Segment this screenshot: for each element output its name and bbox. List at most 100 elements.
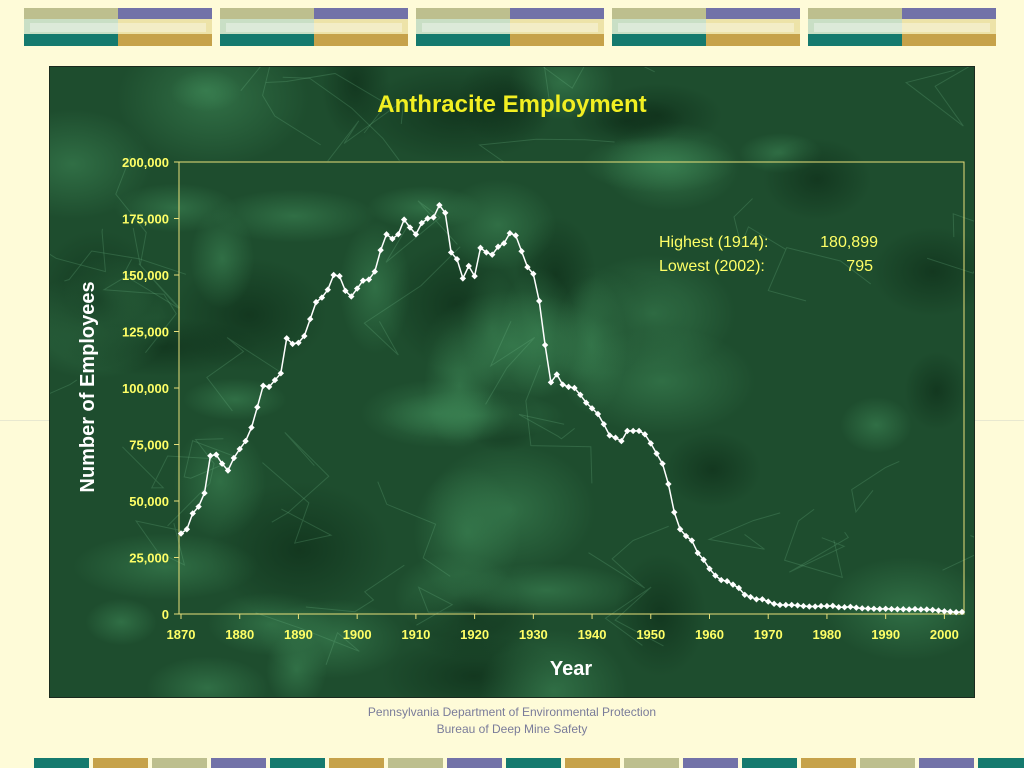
x-tick-label: 1950: [636, 627, 665, 642]
data-point: [935, 607, 942, 614]
data-point: [265, 383, 273, 391]
data-point: [254, 404, 261, 411]
data-point: [365, 276, 373, 283]
data-point: [888, 605, 895, 613]
data-point: [676, 526, 684, 533]
data-point: [588, 405, 596, 412]
data-point: [905, 606, 913, 613]
top-banner-2: [220, 8, 408, 46]
data-point: [900, 606, 907, 613]
data-point: [847, 603, 854, 610]
data-point: [841, 604, 848, 611]
data-point: [494, 243, 502, 250]
data-point: [671, 509, 678, 516]
data-point: [195, 503, 202, 510]
data-point: [547, 379, 555, 386]
data-point: [342, 287, 349, 295]
data-point: [606, 432, 613, 439]
data-point: [312, 298, 320, 306]
data-point: [694, 549, 701, 557]
data-point: [864, 605, 872, 612]
y-tick-label: 100,000: [122, 381, 169, 396]
footer-bureau: Bureau of Deep Mine Safety: [436, 722, 588, 736]
data-point: [418, 219, 425, 227]
y-tick-label: 200,000: [122, 155, 169, 170]
footer-agency: Pennsylvania Department of Environmental…: [367, 705, 657, 719]
marble-texture: [50, 67, 974, 697]
data-point: [765, 598, 772, 605]
data-point: [459, 275, 467, 282]
data-point: [248, 424, 255, 431]
data-point: [747, 593, 754, 601]
data-point: [565, 383, 572, 391]
data-point: [894, 606, 901, 613]
data-point: [207, 452, 214, 459]
annotation-lowest-label: Lowest (2002):: [659, 258, 765, 275]
chart-panel: Anthracite Employment 0 25,000 50,000 75,00…: [49, 66, 975, 698]
x-axis: 1870 1880 1890 1900 1910 1920 1930 1940 1950 1960…: [167, 614, 959, 642]
data-point: [947, 608, 954, 615]
data-point: [471, 272, 478, 280]
data-point: [858, 605, 866, 612]
y-tick-label: 50,000: [129, 494, 169, 509]
employment-chart: Anthracite Employment 0 25,000 50,000 75,00…: [50, 67, 974, 697]
data-point: [242, 437, 249, 445]
data-point: [301, 332, 308, 340]
data-point: [641, 431, 649, 438]
data-point: [729, 581, 737, 588]
y-tick-label: 150,000: [122, 268, 169, 283]
y-tick-label: 75,000: [129, 438, 169, 453]
data-point: [776, 601, 784, 609]
data-point: [770, 600, 778, 608]
data-point: [306, 315, 314, 323]
x-tick-label: 2000: [930, 627, 959, 642]
data-point: [477, 244, 484, 252]
data-point: [424, 215, 431, 222]
data-point: [653, 450, 660, 457]
y-tick-label: 175,000: [122, 212, 169, 227]
data-point: [941, 608, 948, 615]
top-banner-5: [808, 8, 996, 46]
data-point: [782, 601, 790, 609]
data-point: [218, 460, 226, 467]
data-point: [383, 231, 390, 238]
annotation-highest-value: 180,899: [820, 234, 878, 251]
x-tick-label: 1890: [284, 627, 313, 642]
data-point: [917, 606, 925, 613]
data-point: [295, 339, 302, 346]
data-point: [406, 224, 414, 231]
data-point: [700, 556, 707, 563]
data-point: [629, 427, 637, 435]
data-point: [577, 391, 584, 398]
data-point: [553, 371, 561, 378]
data-point: [600, 420, 607, 428]
y-tick-label: 0: [162, 607, 169, 622]
x-tick-label: 1900: [343, 627, 372, 642]
data-point: [271, 376, 279, 384]
data-point: [688, 537, 696, 544]
data-point: [647, 440, 654, 447]
data-point: [353, 285, 361, 292]
data-point: [500, 240, 508, 247]
data-point: [911, 605, 919, 613]
data-point: [436, 201, 443, 209]
data-point: [794, 602, 801, 609]
top-banner-4: [612, 8, 800, 46]
data-point: [788, 601, 795, 609]
data-point: [735, 584, 743, 592]
x-tick-label: 1930: [519, 627, 548, 642]
x-tick-label: 1970: [754, 627, 783, 642]
data-point: [224, 467, 232, 474]
data-point: [318, 294, 326, 301]
data-point: [541, 341, 549, 349]
bottom-decorative-strip: [0, 758, 1024, 768]
y-tick-label: 25,000: [129, 551, 169, 566]
data-point: [718, 576, 725, 584]
y-tick-label: 125,000: [122, 325, 169, 340]
x-tick-label: 1940: [578, 627, 607, 642]
data-point: [506, 229, 514, 237]
annotation-highest-label: Highest (1914):: [659, 234, 768, 251]
data-point: [289, 340, 296, 348]
series-employment: [177, 201, 966, 616]
x-tick-label: 1870: [167, 627, 196, 642]
